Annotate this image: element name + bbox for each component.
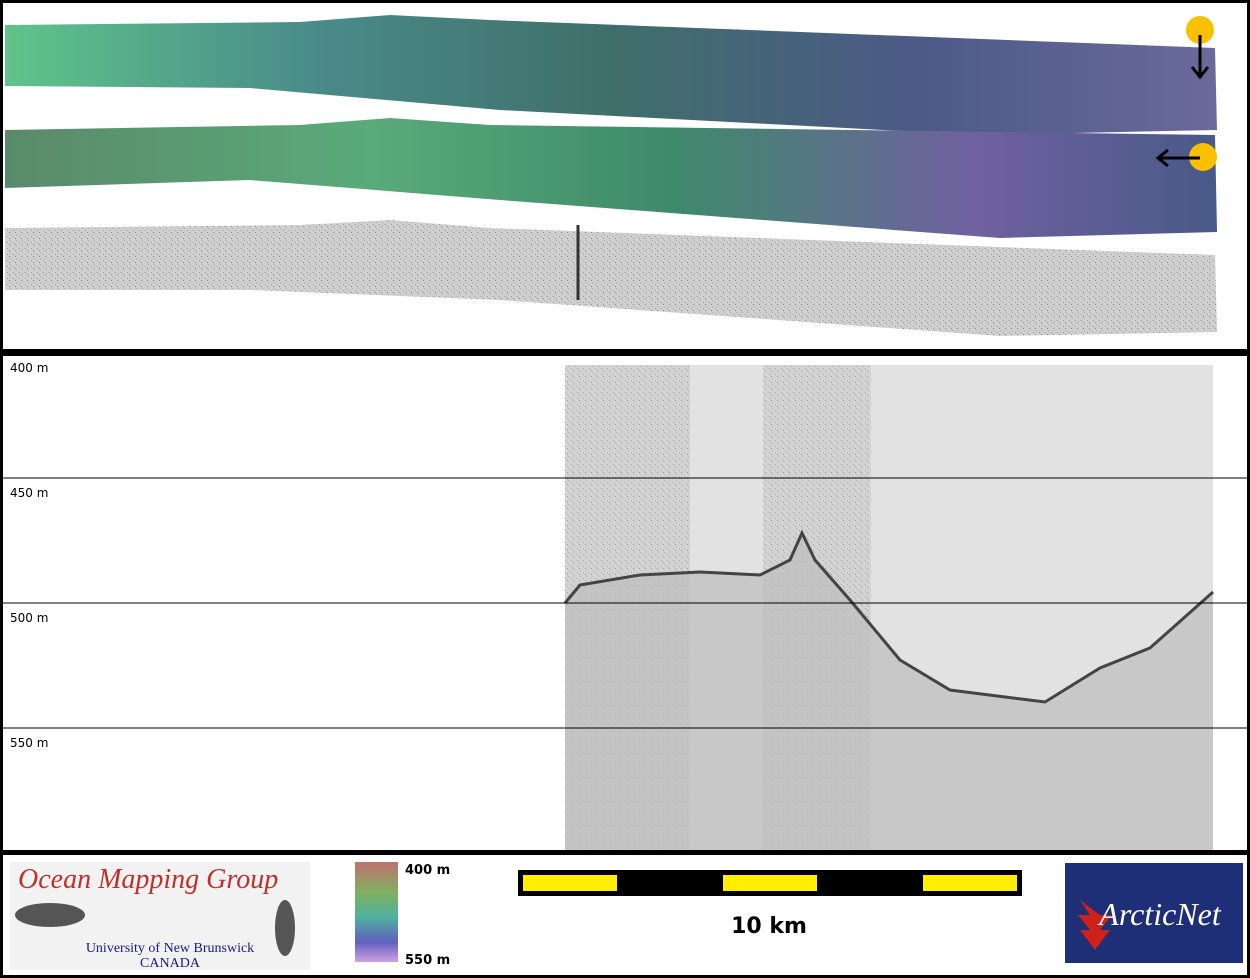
- depth-label: 450 m: [10, 486, 48, 500]
- subbottom: [565, 533, 1213, 850]
- depth-label: 500 m: [10, 611, 48, 625]
- sun-icon: [1186, 16, 1214, 44]
- logo-title: Ocean Mapping Group: [18, 864, 278, 895]
- logo-country: CANADA: [140, 956, 201, 971]
- maple-leaf: [1078, 900, 1112, 950]
- scale-label: 10 km: [731, 914, 807, 939]
- light-arrow-head: [1155, 148, 1169, 168]
- colorbar-label: 400 m: [405, 863, 450, 878]
- logo-university: University of New Brunswick: [86, 941, 254, 956]
- scale-segment: [723, 875, 817, 891]
- sun-icon: [1189, 143, 1217, 171]
- bathymetry-strip: [5, 118, 1217, 238]
- light-arrow-head: [1190, 66, 1210, 80]
- depth-label: 400 m: [10, 361, 48, 375]
- colorbar-label: 550 m: [405, 953, 450, 968]
- partner-name: ArcticNet: [1097, 896, 1222, 932]
- depth-label: 550 m: [10, 736, 48, 750]
- logo-graphic: [275, 900, 295, 956]
- seafloor-reflector: [563, 529, 1214, 704]
- scale-segment: [923, 875, 1017, 891]
- scale-segment: [523, 875, 617, 891]
- bathymetry-strip: [5, 15, 1217, 135]
- logo-graphic: [15, 903, 85, 927]
- colorbar: [355, 862, 398, 962]
- backscatter-strip: [5, 220, 1217, 336]
